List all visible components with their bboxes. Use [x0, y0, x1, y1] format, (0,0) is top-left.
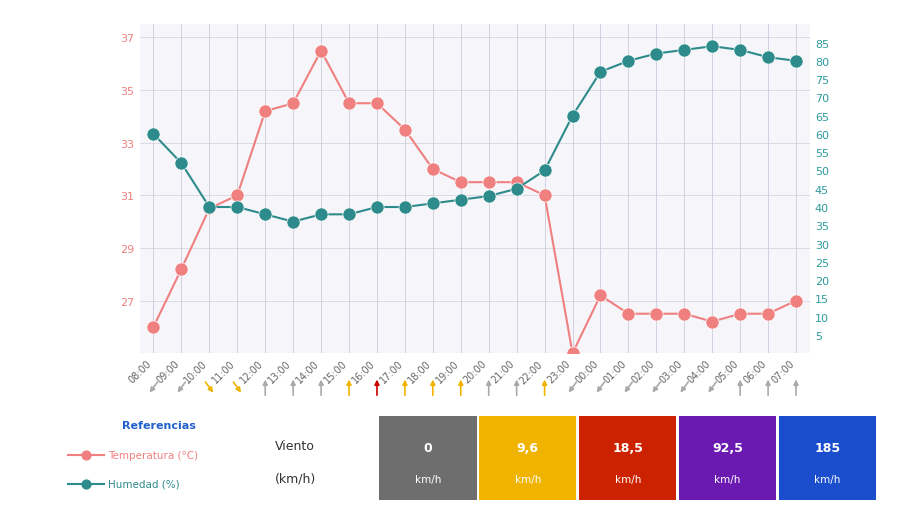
- Point: [314, 47, 328, 56]
- Point: [202, 204, 217, 212]
- Point: [147, 131, 161, 139]
- Point: [537, 192, 552, 200]
- Point: [258, 211, 273, 219]
- Point: [565, 349, 580, 358]
- Point: [593, 69, 608, 77]
- Text: km/h: km/h: [814, 474, 841, 484]
- Point: [482, 179, 496, 187]
- Point: [147, 323, 161, 331]
- Point: [426, 166, 440, 174]
- Text: 92,5: 92,5: [712, 441, 743, 454]
- Text: Humedad (%): Humedad (%): [108, 479, 180, 489]
- Point: [370, 100, 384, 108]
- Point: [565, 113, 580, 121]
- Point: [342, 100, 356, 108]
- Point: [537, 167, 552, 175]
- Point: [370, 204, 384, 212]
- Text: 185: 185: [814, 441, 841, 454]
- Text: Referencias: Referencias: [122, 421, 195, 431]
- Point: [314, 211, 328, 219]
- Point: [593, 292, 608, 300]
- Point: [342, 211, 356, 219]
- Point: [509, 185, 524, 193]
- Point: [258, 108, 273, 116]
- Point: [398, 204, 412, 212]
- Text: Viento: Viento: [274, 439, 314, 452]
- Point: [621, 310, 635, 318]
- Point: [760, 310, 775, 318]
- Point: [677, 310, 691, 318]
- Point: [677, 47, 691, 55]
- Point: [175, 266, 189, 274]
- Point: [788, 58, 803, 66]
- Point: [509, 179, 524, 187]
- Point: [175, 160, 189, 168]
- Point: [621, 58, 635, 66]
- Text: 0: 0: [424, 441, 432, 454]
- Text: km/h: km/h: [615, 474, 641, 484]
- Text: km/h: km/h: [715, 474, 741, 484]
- Point: [454, 179, 468, 187]
- Point: [286, 218, 301, 226]
- Point: [788, 297, 803, 305]
- Point: [202, 205, 217, 213]
- Point: [482, 192, 496, 200]
- Point: [649, 310, 663, 318]
- Point: [705, 318, 719, 326]
- Point: [733, 310, 747, 318]
- Point: [649, 50, 663, 59]
- Text: km/h: km/h: [415, 474, 441, 484]
- Text: Temperatura (°C): Temperatura (°C): [108, 450, 198, 460]
- Point: [733, 47, 747, 55]
- Point: [398, 126, 412, 134]
- Text: 9,6: 9,6: [517, 441, 539, 454]
- Point: [760, 54, 775, 62]
- Point: [286, 100, 301, 108]
- Point: [705, 43, 719, 51]
- Point: [230, 204, 245, 212]
- Text: (km/h): (km/h): [274, 472, 316, 485]
- Text: km/h: km/h: [515, 474, 541, 484]
- Point: [230, 192, 245, 200]
- Text: 18,5: 18,5: [612, 441, 643, 454]
- Point: [426, 200, 440, 208]
- Point: [454, 196, 468, 205]
